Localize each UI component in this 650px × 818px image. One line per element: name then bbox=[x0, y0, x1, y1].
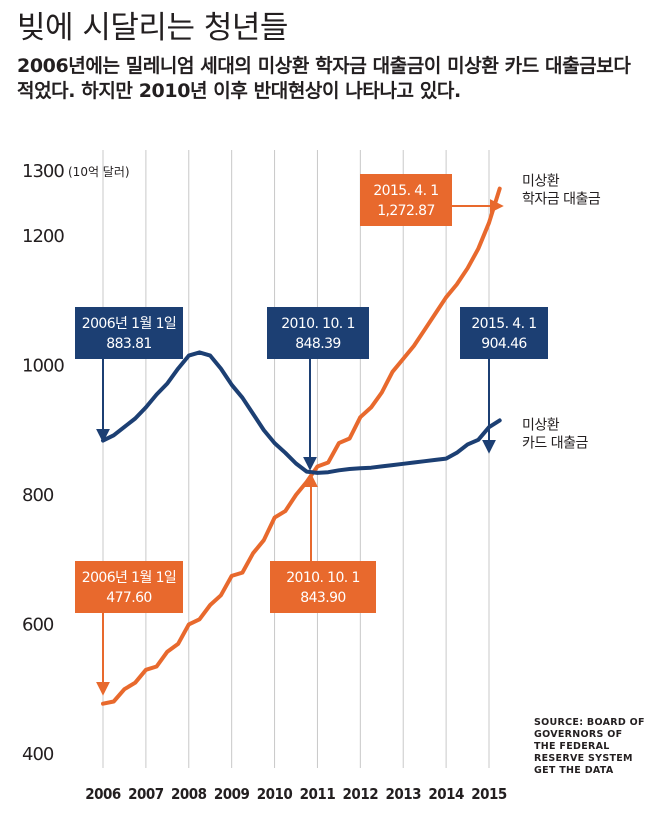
annotation-label: 1,272.87 bbox=[377, 203, 435, 219]
y-tick-label: 1000 bbox=[22, 355, 64, 376]
annotation-label: 843.90 bbox=[300, 590, 345, 606]
series-end-label: 카드 대출금 bbox=[522, 435, 588, 451]
annotation-box bbox=[270, 561, 376, 613]
annotation-label: 2010. 10. 1 bbox=[281, 316, 355, 332]
x-tick-label: 2011 bbox=[300, 785, 336, 803]
annotation-label: 2015. 4. 1 bbox=[471, 316, 536, 332]
x-tick-label: 2009 bbox=[214, 785, 250, 803]
annotation-label: 477.60 bbox=[106, 590, 151, 606]
y-axis-unit-label: (10억 달러) bbox=[68, 165, 130, 179]
chart-subtitle: 2006년에는 밀레니엄 세대의 미상환 학자금 대출금이 미상환 카드 대출금… bbox=[17, 55, 631, 102]
x-tick-label: 2010 bbox=[257, 785, 293, 803]
annotation-label: 848.39 bbox=[295, 336, 340, 352]
annotation-box bbox=[75, 307, 183, 359]
y-tick-label: 600 bbox=[22, 614, 54, 635]
annotation-label: 2010. 10. 1 bbox=[286, 570, 360, 586]
x-tick-label: 2013 bbox=[385, 785, 421, 803]
card-loan-line bbox=[101, 350, 502, 475]
series-end-label: 미상환 bbox=[522, 174, 560, 190]
annotation-label: 883.81 bbox=[106, 336, 151, 352]
source-note: SOURCE: BOARD OF GOVERNORS OF THE FEDERA… bbox=[534, 717, 645, 776]
annotation-box bbox=[267, 307, 369, 359]
x-tick-label: 2008 bbox=[171, 785, 207, 803]
annotation-box bbox=[75, 561, 183, 613]
series-end-label: 학자금 대출금 bbox=[522, 192, 601, 208]
x-tick-label: 2015 bbox=[471, 785, 507, 803]
y-tick-label: 800 bbox=[22, 485, 54, 506]
annotation-label: 2015. 4. 1 bbox=[373, 183, 438, 199]
x-tick-label: 2007 bbox=[128, 785, 164, 803]
y-tick-label: 1300 bbox=[22, 161, 64, 182]
x-tick-label: 2014 bbox=[428, 785, 464, 803]
series-end-label: 미상환 bbox=[522, 417, 560, 433]
annotation-label: 2006년 1월 1일 bbox=[82, 316, 176, 332]
y-tick-label: 1200 bbox=[22, 226, 64, 247]
student-loan-line bbox=[101, 186, 502, 706]
x-tick-label: 2012 bbox=[343, 785, 379, 803]
annotation-label: 904.46 bbox=[481, 336, 527, 352]
annotation-box bbox=[360, 174, 452, 226]
y-tick-label: 400 bbox=[22, 744, 54, 765]
annotation-label: 2006년 1월 1일 bbox=[82, 570, 176, 586]
x-tick-label: 2006 bbox=[85, 785, 121, 803]
annotation-box bbox=[460, 307, 548, 359]
chart-title: 빚에 시달리는 청년들 bbox=[17, 10, 288, 46]
